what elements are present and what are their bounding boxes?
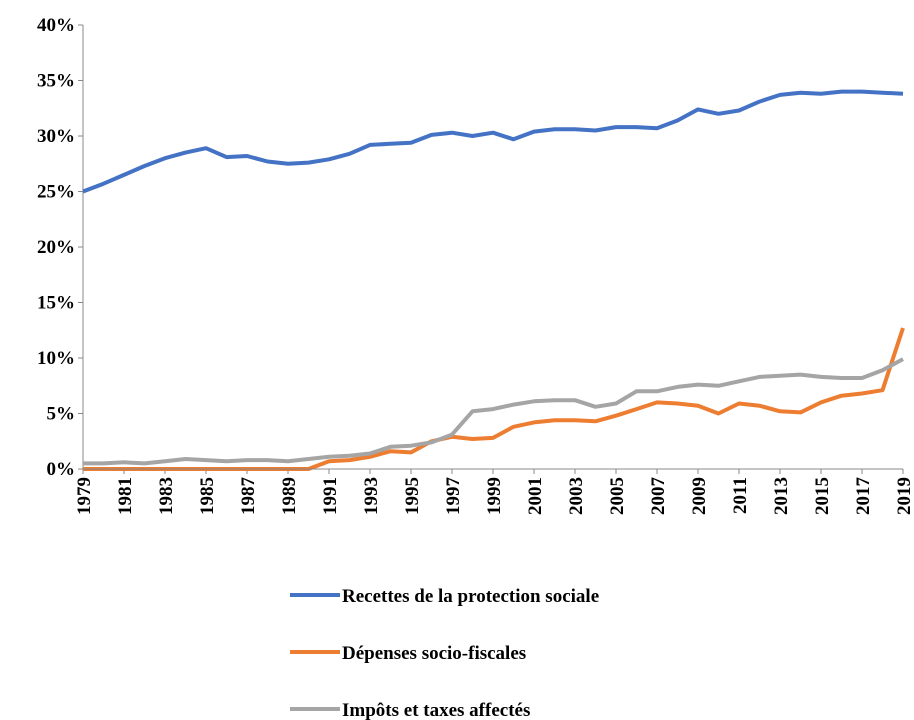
legend-label: Recettes de la protection sociale xyxy=(342,586,599,607)
series-line xyxy=(83,357,904,466)
x-tick-label: 2011 xyxy=(730,477,751,514)
legend-label: Dépenses socio-fiscales xyxy=(342,643,526,664)
y-tick-label: 30% xyxy=(37,126,75,147)
x-tick-label: 2017 xyxy=(853,477,874,516)
series-line xyxy=(83,327,905,471)
x-tick-label: 2007 xyxy=(648,477,669,516)
x-tick-label: 1987 xyxy=(238,477,259,516)
x-tick-label: 1991 xyxy=(320,477,341,515)
x-tick-label: 2003 xyxy=(566,477,587,515)
x-tick-label: 2015 xyxy=(812,477,833,515)
y-tick-label: 0% xyxy=(47,459,76,480)
y-tick-label: 5% xyxy=(47,404,76,425)
x-tick-label: 1979 xyxy=(74,477,95,515)
x-tick-label: 2019 xyxy=(894,477,914,515)
y-tick-label: 35% xyxy=(37,71,75,92)
y-tick-label: 20% xyxy=(37,237,75,258)
x-tick-label: 2001 xyxy=(525,477,546,515)
x-tick-label: 2013 xyxy=(771,477,792,515)
x-tick-label: 2005 xyxy=(607,477,628,515)
x-tick-label: 2009 xyxy=(689,477,710,515)
y-tick-label: 25% xyxy=(37,182,75,203)
x-tick-label: 1993 xyxy=(361,477,382,515)
x-tick-label: 1999 xyxy=(484,477,505,515)
x-tick-label: 1989 xyxy=(279,477,300,515)
x-tick-label: 1995 xyxy=(402,477,423,515)
legend-label: Impôts et taxes affectés xyxy=(342,700,530,720)
series-line xyxy=(82,89,904,194)
x-tick-label: 1981 xyxy=(115,477,136,515)
y-tick-label: 15% xyxy=(37,293,75,314)
x-tick-label: 1983 xyxy=(156,477,177,515)
x-tick-label: 1997 xyxy=(443,477,464,516)
y-tick-label: 10% xyxy=(37,348,75,369)
x-tick-label: 1985 xyxy=(197,477,218,515)
y-tick-label: 40% xyxy=(37,15,75,36)
